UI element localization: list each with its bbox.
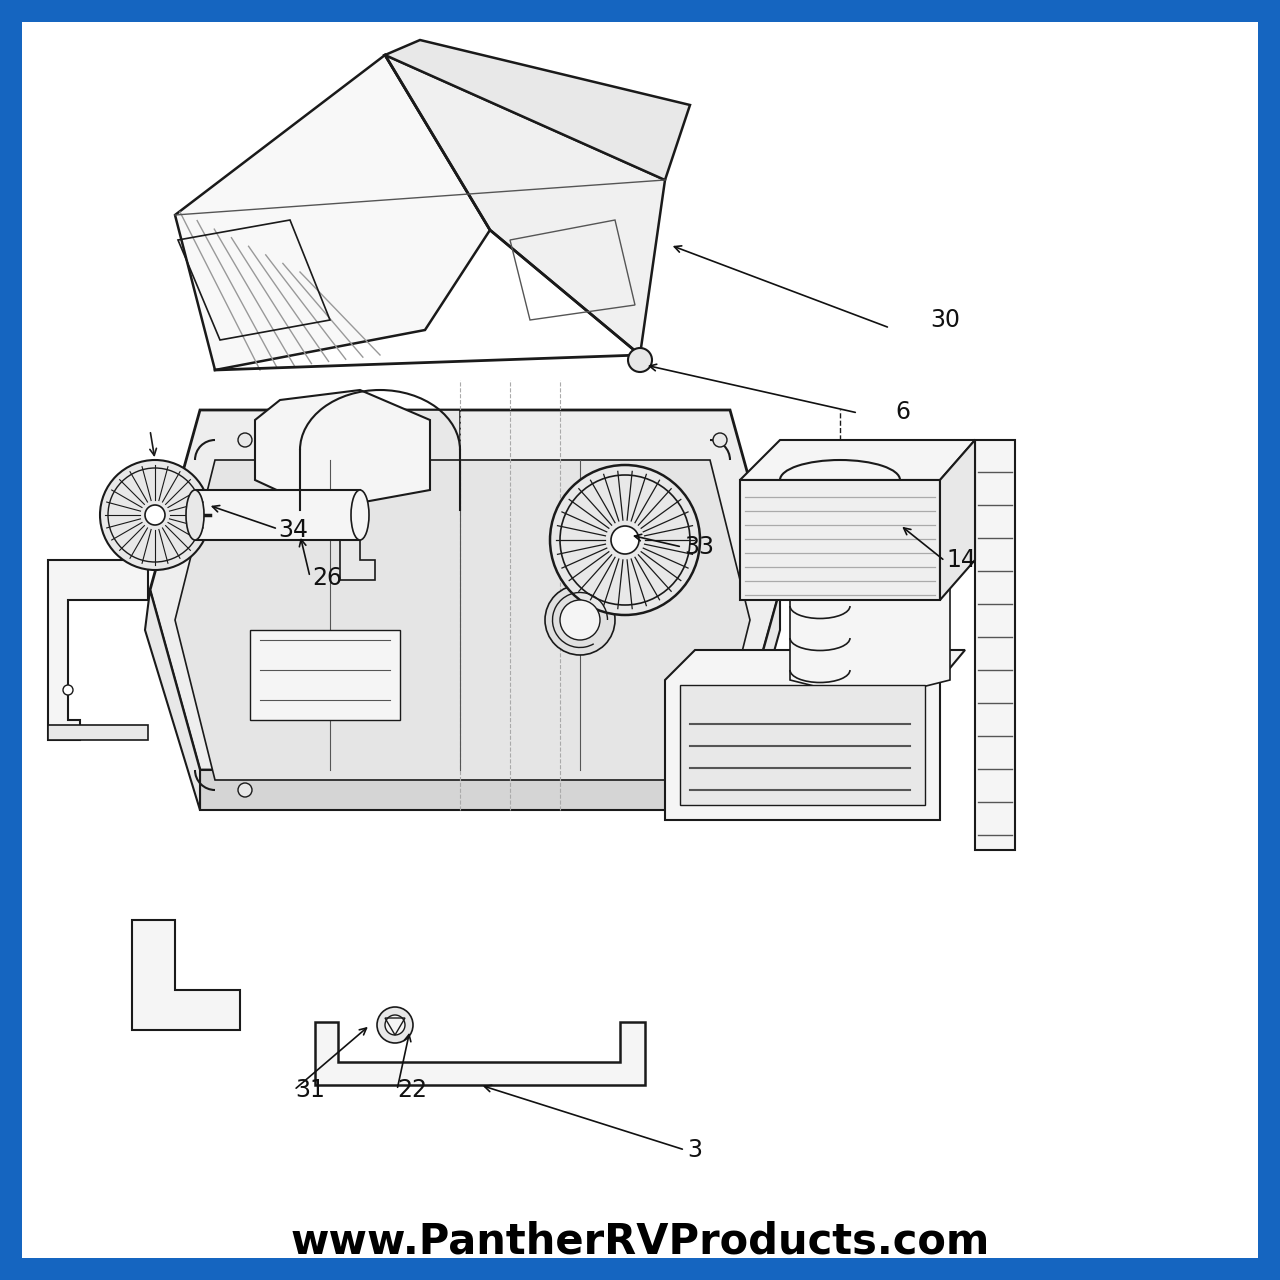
Ellipse shape [186, 490, 204, 540]
Polygon shape [175, 55, 490, 370]
Ellipse shape [550, 465, 700, 614]
Bar [0, 0, 1280, 22]
Polygon shape [340, 480, 375, 580]
Polygon shape [315, 1021, 645, 1085]
Ellipse shape [351, 490, 369, 540]
Polygon shape [790, 540, 950, 700]
Circle shape [628, 348, 652, 372]
Ellipse shape [100, 460, 210, 570]
Polygon shape [975, 440, 1015, 850]
Circle shape [385, 1015, 404, 1036]
Polygon shape [680, 685, 925, 805]
Polygon shape [49, 724, 148, 740]
Polygon shape [740, 440, 975, 480]
Text: 3: 3 [687, 1138, 701, 1162]
Text: 26: 26 [312, 566, 342, 590]
Bar [195, 490, 360, 540]
Bar [0, 1258, 1280, 1280]
Bar [1258, 0, 1280, 1280]
Circle shape [63, 685, 73, 695]
Polygon shape [200, 771, 730, 810]
Text: 34: 34 [278, 518, 308, 541]
Text: 33: 33 [684, 535, 714, 559]
Circle shape [145, 506, 165, 525]
Text: 30: 30 [931, 308, 960, 332]
Circle shape [611, 526, 639, 554]
Polygon shape [380, 410, 460, 490]
Circle shape [238, 783, 252, 797]
Circle shape [561, 600, 600, 640]
Text: 22: 22 [397, 1078, 428, 1102]
Circle shape [713, 433, 727, 447]
Polygon shape [385, 40, 690, 180]
Circle shape [545, 585, 614, 655]
Polygon shape [740, 480, 940, 600]
Polygon shape [666, 650, 965, 820]
Polygon shape [730, 590, 780, 810]
Circle shape [378, 1007, 413, 1043]
Polygon shape [255, 390, 430, 509]
Text: 14: 14 [946, 548, 975, 572]
Polygon shape [49, 561, 148, 740]
Polygon shape [175, 460, 750, 780]
Text: 6: 6 [895, 399, 910, 424]
Text: www.PantherRVProducts.com: www.PantherRVProducts.com [291, 1221, 989, 1263]
Polygon shape [940, 440, 975, 600]
Polygon shape [250, 630, 401, 719]
Polygon shape [145, 590, 200, 810]
Bar [0, 0, 22, 1280]
Polygon shape [150, 410, 780, 771]
Polygon shape [385, 55, 666, 355]
Text: 31: 31 [294, 1078, 325, 1102]
Circle shape [713, 783, 727, 797]
Polygon shape [132, 920, 241, 1030]
Circle shape [238, 433, 252, 447]
